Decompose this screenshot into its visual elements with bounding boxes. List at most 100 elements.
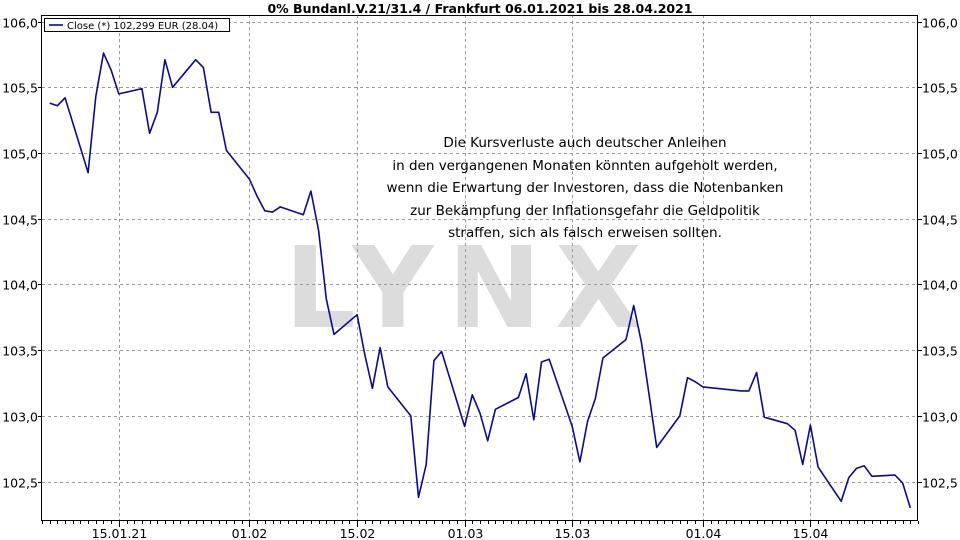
data-point bbox=[195, 59, 197, 61]
data-point bbox=[210, 111, 212, 113]
annotation-line: in den vergangenen Monaten könnten aufge… bbox=[392, 157, 778, 174]
data-point bbox=[656, 446, 658, 448]
data-point bbox=[279, 206, 281, 208]
data-point bbox=[425, 463, 427, 465]
y-tick-label: 103,0 bbox=[922, 410, 958, 425]
data-point bbox=[533, 419, 535, 421]
data-point bbox=[579, 461, 581, 463]
data-point bbox=[494, 408, 496, 410]
y-tick-label: 104,0 bbox=[2, 278, 38, 293]
data-point bbox=[809, 424, 811, 426]
annotation-text: Die Kursverluste auch deutscher Anleihen… bbox=[345, 132, 825, 245]
data-point bbox=[894, 474, 896, 476]
data-point bbox=[694, 381, 696, 383]
data-point bbox=[848, 476, 850, 478]
data-point bbox=[786, 423, 788, 425]
data-point bbox=[748, 390, 750, 392]
data-point bbox=[95, 95, 97, 97]
x-tick-label: 15.04 bbox=[793, 526, 829, 540]
data-point bbox=[102, 52, 104, 54]
data-point bbox=[855, 467, 857, 469]
x-tick-label: 01.03 bbox=[448, 526, 484, 540]
data-point bbox=[755, 371, 757, 373]
data-point bbox=[156, 111, 158, 113]
data-point bbox=[202, 66, 204, 68]
data-point bbox=[794, 429, 796, 431]
annotation-line: straffen, sich als falsch erweisen sollt… bbox=[448, 225, 722, 241]
data-point bbox=[110, 69, 112, 71]
data-point bbox=[218, 111, 220, 113]
data-point bbox=[248, 178, 250, 180]
data-point bbox=[310, 190, 312, 192]
data-point bbox=[648, 394, 650, 396]
y-tick-label: 105,5 bbox=[2, 81, 38, 96]
data-point bbox=[325, 298, 327, 300]
data-point bbox=[540, 361, 542, 363]
data-point bbox=[264, 210, 266, 212]
data-point bbox=[487, 440, 489, 442]
data-point bbox=[479, 412, 481, 414]
data-point bbox=[525, 373, 527, 375]
data-point bbox=[863, 465, 865, 467]
y-tick-label: 103,5 bbox=[2, 344, 38, 359]
data-point bbox=[640, 341, 642, 343]
data-point bbox=[602, 357, 604, 359]
gridlines bbox=[42, 15, 918, 521]
data-point bbox=[817, 466, 819, 468]
data-point bbox=[148, 132, 150, 134]
x-tick-label: 15.03 bbox=[555, 526, 591, 540]
data-point bbox=[740, 390, 742, 392]
data-point bbox=[463, 425, 465, 427]
data-point bbox=[763, 416, 765, 418]
lynx-watermark: LYNX bbox=[284, 224, 655, 354]
data-point bbox=[417, 496, 419, 498]
data-point bbox=[171, 86, 173, 88]
x-tick-label: 15.02 bbox=[340, 526, 376, 540]
x-tick-label: 01.02 bbox=[232, 526, 268, 540]
annotation-line: zur Bekämpfung der Inflationsgefahr die … bbox=[410, 202, 760, 219]
data-point bbox=[471, 394, 473, 396]
legend-label: Close (*) 102,299 EUR (28.04) bbox=[67, 21, 218, 32]
y-tick-label: 102,5 bbox=[2, 476, 38, 491]
chart-title: 0% Bundanl.V.21/31.4 / Frankfurt 06.01.2… bbox=[267, 1, 693, 16]
y-tick-label: 105,5 bbox=[922, 81, 958, 96]
y-tick-label: 102,5 bbox=[922, 476, 958, 491]
y-tick-label: 105,0 bbox=[922, 147, 958, 162]
data-point bbox=[164, 59, 166, 61]
data-point bbox=[371, 387, 373, 389]
annotation-line: Die Kursverluste auch deutscher Anleihen bbox=[443, 135, 727, 151]
data-point bbox=[548, 358, 550, 360]
y-tick-label: 104,5 bbox=[2, 213, 38, 228]
data-point bbox=[702, 386, 704, 388]
data-point bbox=[871, 475, 873, 477]
data-point bbox=[56, 105, 58, 107]
data-point bbox=[87, 172, 89, 174]
data-point bbox=[141, 87, 143, 89]
y-tick-label: 106,0 bbox=[922, 16, 958, 31]
data-point bbox=[686, 377, 688, 379]
y-tick-label: 104,0 bbox=[922, 278, 958, 293]
data-point bbox=[594, 398, 596, 400]
data-point bbox=[433, 360, 435, 362]
data-point bbox=[356, 314, 358, 316]
data-point bbox=[909, 507, 911, 509]
x-tick-label: 15.01.21 bbox=[92, 526, 148, 540]
data-point bbox=[625, 338, 627, 340]
data-point bbox=[49, 102, 51, 104]
data-point bbox=[302, 214, 304, 216]
y-tick-label: 103,0 bbox=[2, 410, 38, 425]
data-point bbox=[440, 350, 442, 352]
y-tick-label: 106,0 bbox=[2, 16, 38, 31]
legend: Close (*) 102,299 EUR (28.04) bbox=[44, 18, 230, 32]
data-point bbox=[333, 333, 335, 335]
plot-frame bbox=[41, 15, 918, 521]
close-price-line bbox=[49, 52, 912, 509]
data-point bbox=[64, 97, 66, 99]
y-tick-label: 103,5 bbox=[922, 344, 958, 359]
data-point bbox=[901, 482, 903, 484]
data-point bbox=[840, 500, 842, 502]
data-point bbox=[317, 229, 319, 231]
data-point bbox=[225, 149, 227, 151]
data-point bbox=[410, 415, 412, 417]
